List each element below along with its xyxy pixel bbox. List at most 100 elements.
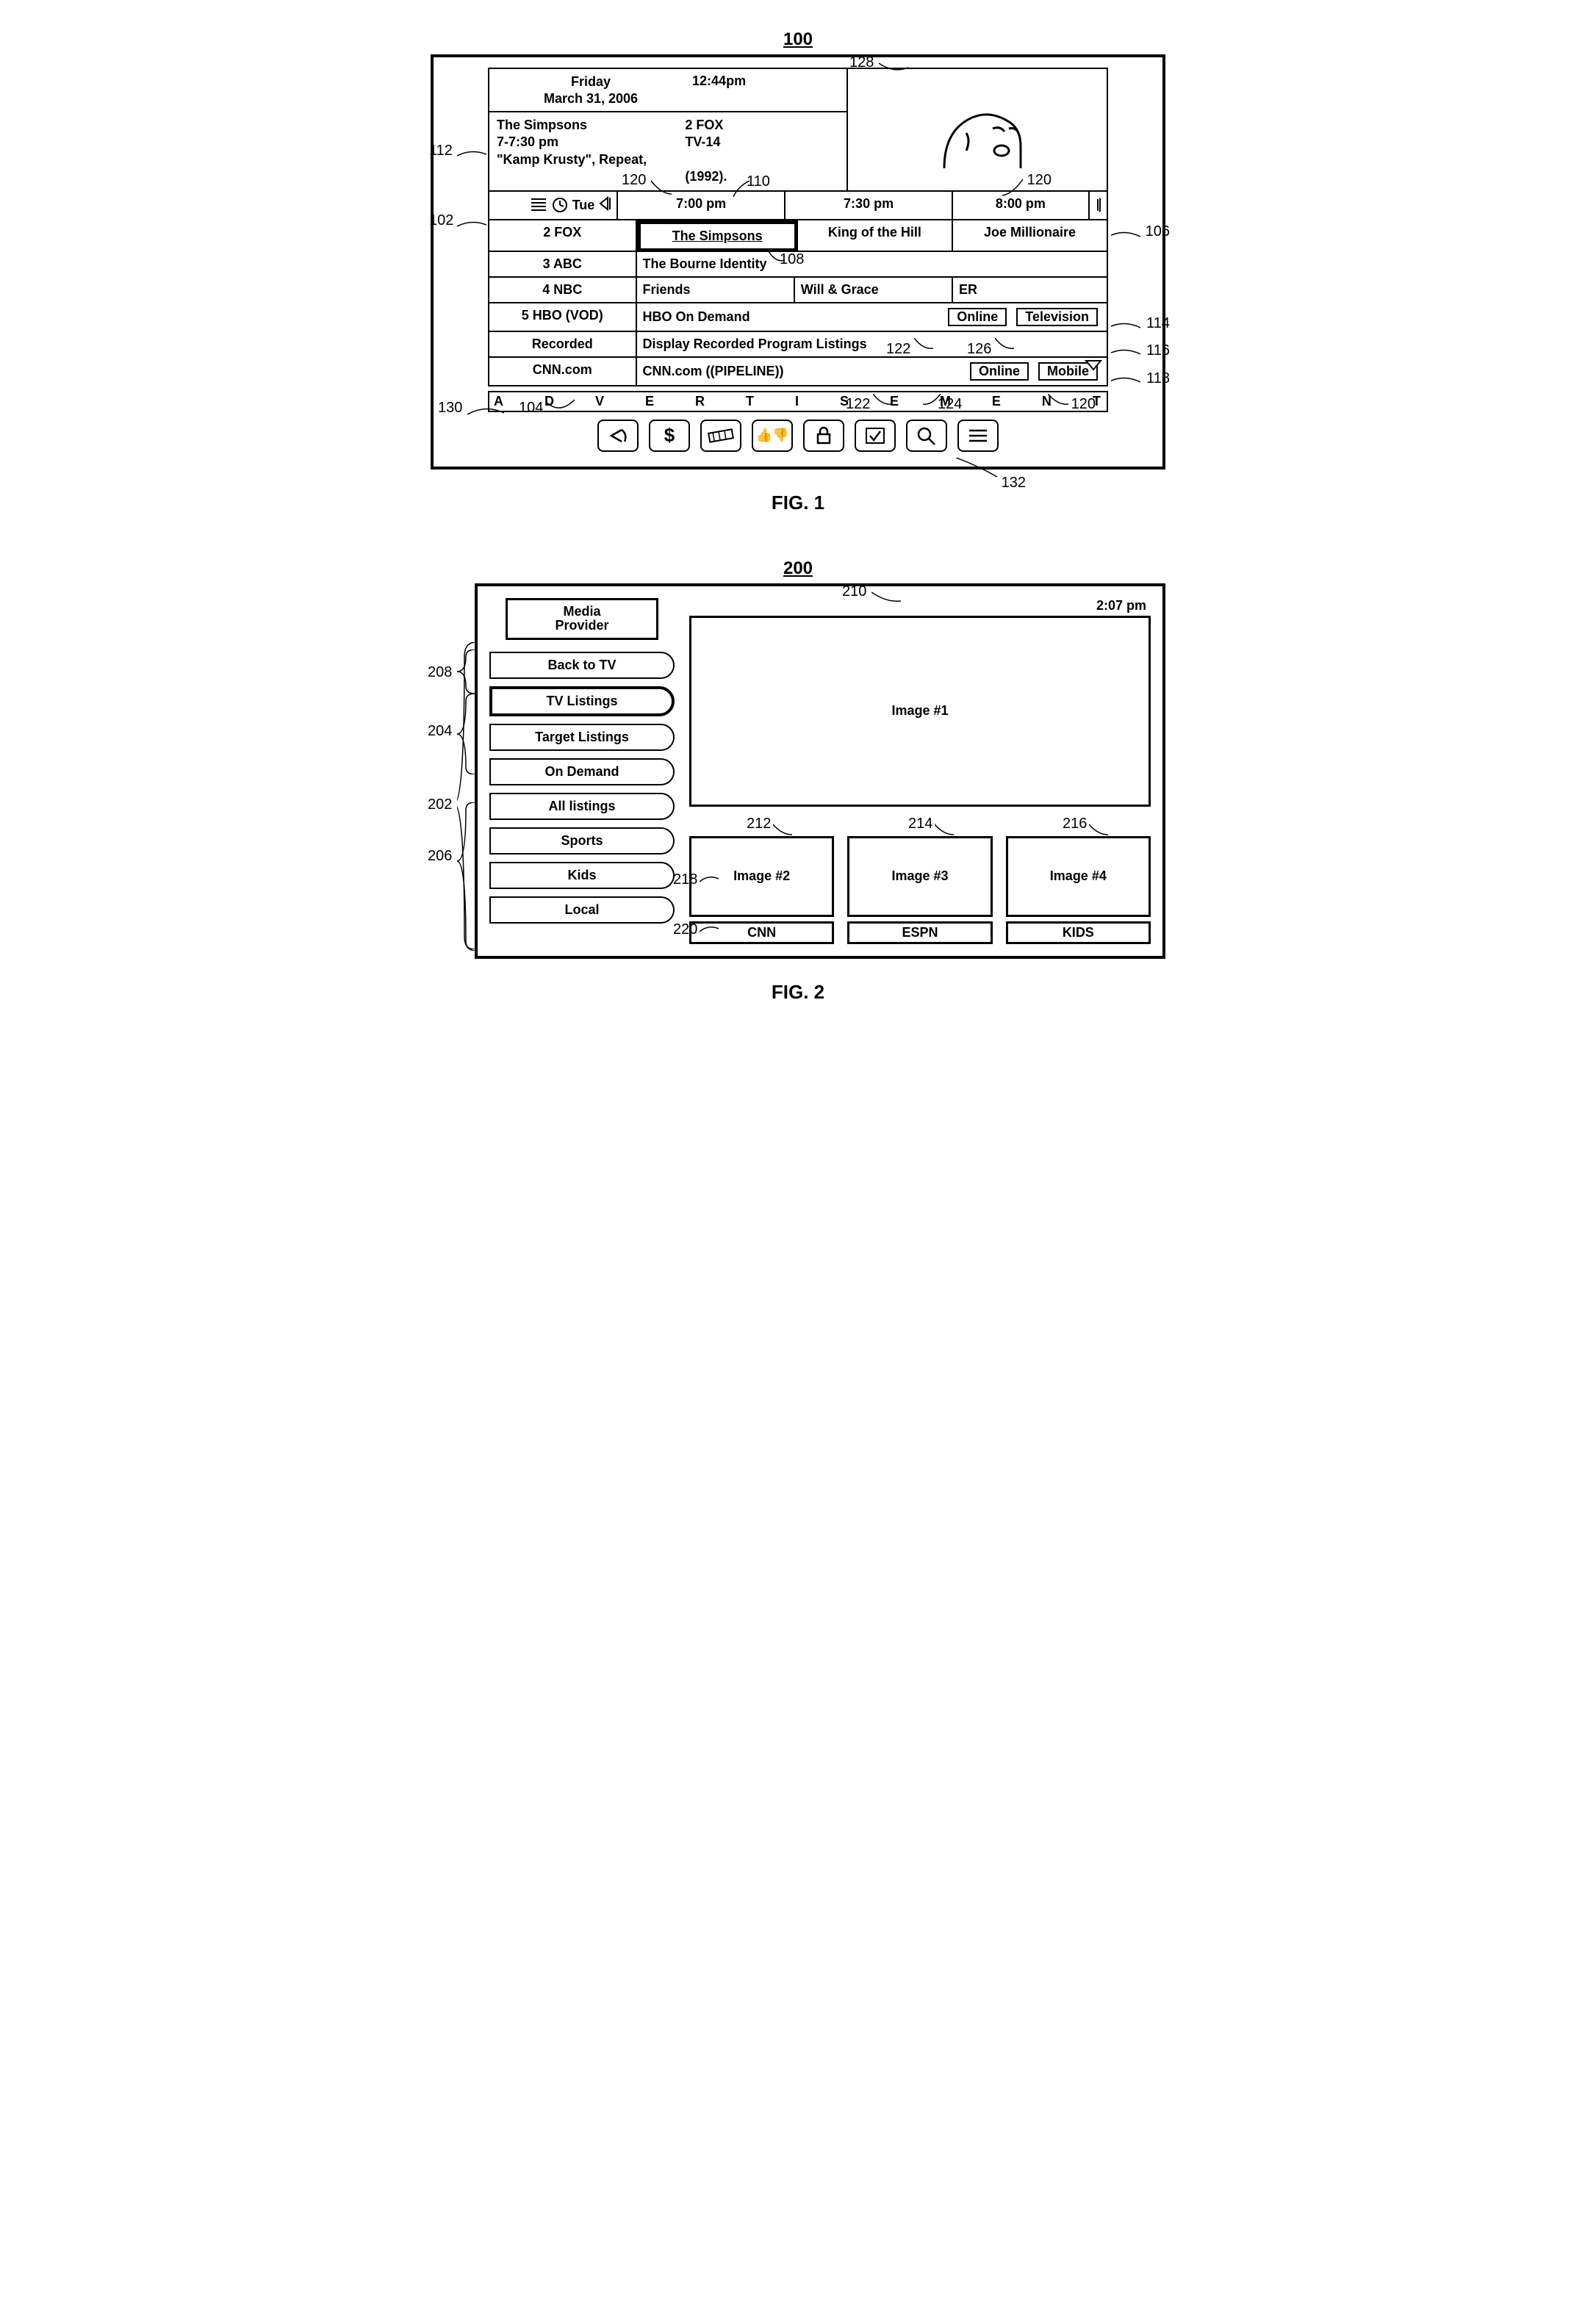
cell-willgrace[interactable]: Will & Grace <box>795 278 953 303</box>
cell-kingofhill[interactable]: King of the Hill <box>798 220 953 252</box>
cell-hbo-od[interactable]: HBO On Demand Online Television <box>637 303 1108 332</box>
thumbs-icon[interactable]: 👍👎 <box>752 420 793 452</box>
fig2-caption: FIG. 2 <box>44 981 1552 1004</box>
check-icon[interactable] <box>855 420 896 452</box>
fig1-infobox: Friday March 31, 2006 12:44pm The Simpso… <box>488 68 848 192</box>
channel-hbo[interactable]: 5 HBO (VOD) <box>488 303 637 332</box>
program-desc: "Kamp Krusty", Repeat, <box>497 151 681 168</box>
hbo-od-label: HBO On Demand <box>643 309 750 325</box>
grid-list-icon <box>530 197 547 213</box>
menu-column: Media Provider Back to TV TV Listings Ta… <box>489 598 675 944</box>
channel-4nbc[interactable]: 4 NBC <box>488 278 637 303</box>
callout-122a: 122 <box>886 341 910 358</box>
channel-3abc[interactable]: 3 ABC <box>488 252 637 278</box>
callout-204: 204 <box>428 723 452 740</box>
hbo-online-pill[interactable]: Online <box>948 308 1007 326</box>
fig2-wrap: Media Provider Back to TV TV Listings Ta… <box>431 583 1165 959</box>
search-icon[interactable] <box>906 420 947 452</box>
menu-target-listings[interactable]: Target Listings <box>489 724 675 751</box>
back-arrow-icon[interactable] <box>597 420 639 452</box>
clock2-label: 2:07 pm <box>1096 598 1146 614</box>
fig2-ref: 200 <box>44 558 1552 579</box>
program-channel: 2 FOX <box>685 117 727 134</box>
hero-image[interactable]: Image #1 <box>689 616 1151 807</box>
callout-120a: 120 <box>622 172 646 189</box>
right-column: 2:07 pm Image #1 Image #2 CNN Image #3 E… <box>689 598 1151 944</box>
callout-118: 118 <box>1146 370 1170 387</box>
channel-recorded[interactable]: Recorded <box>488 332 637 358</box>
program-time: 7-7:30 pm <box>497 134 681 151</box>
program-title: The Simpsons <box>497 117 681 134</box>
menu-on-demand[interactable]: On Demand <box>489 758 675 785</box>
media-provider-header: Media Provider <box>506 598 658 641</box>
nav-right-icon[interactable] <box>1090 190 1108 220</box>
cnn-online-pill[interactable]: Online <box>970 362 1029 381</box>
list-icon[interactable] <box>957 420 999 452</box>
cell-simpsons[interactable]: The Simpsons <box>637 220 798 252</box>
fig1-ref: 100 <box>44 29 1552 50</box>
callout-202: 202 <box>428 796 452 813</box>
nav-left-icon[interactable] <box>599 196 612 215</box>
callout-208: 208 <box>428 664 452 681</box>
cell-joemill[interactable]: Joe Millionaire <box>953 220 1108 252</box>
menu-back-to-tv[interactable]: Back to TV <box>489 652 675 679</box>
program-grid: Tue 7:00 pm 7:30 pm 8:00 pm 2 FOX The Si… <box>488 190 1108 386</box>
menu-kids[interactable]: Kids <box>489 862 675 889</box>
callout-128: 128 <box>849 54 874 71</box>
thumbs-row: Image #2 CNN Image #3 ESPN Image #4 KIDS <box>689 836 1151 944</box>
day-nav-cell[interactable]: Tue <box>488 190 618 220</box>
advertisement-bar[interactable]: ADVERTISEMENT <box>488 391 1108 412</box>
callout-206: 206 <box>428 848 452 865</box>
cell-friends[interactable]: Friends <box>637 278 795 303</box>
dollar-icon[interactable]: $ <box>649 420 690 452</box>
callout-120b: 120 <box>1027 172 1052 189</box>
cnn-pipeline-label: CNN.com ((PIPELINE)) <box>643 364 784 379</box>
timeslot-1: 7:00 pm <box>618 190 786 220</box>
video-preview <box>846 68 1108 192</box>
cell-recorded[interactable]: Display Recorded Program Listings <box>637 332 1108 358</box>
face-icon <box>922 89 1032 170</box>
callout-106: 106 <box>1146 223 1170 240</box>
callout-220: 220 <box>673 921 697 938</box>
thumb-label-espn[interactable]: ESPN <box>847 921 992 944</box>
callout-102: 102 <box>429 212 453 229</box>
cell-er[interactable]: ER <box>953 278 1108 303</box>
clock-icon <box>552 197 568 213</box>
fig1-wrap: Friday March 31, 2006 12:44pm The Simpso… <box>431 54 1165 469</box>
scroll-down-icon[interactable] <box>1085 359 1102 375</box>
callout-212: 212 <box>747 816 771 832</box>
clock-label: 12:44pm <box>685 73 746 107</box>
lock-icon[interactable] <box>803 420 844 452</box>
callout-210: 210 <box>842 583 866 600</box>
menu-tv-listings[interactable]: TV Listings <box>489 686 675 716</box>
callout-122b: 122 <box>846 396 870 413</box>
callout-130: 130 <box>438 400 462 417</box>
thumb-image-4[interactable]: Image #4 <box>1006 836 1151 917</box>
thumb-label-kids[interactable]: KIDS <box>1006 921 1151 944</box>
callout-218: 218 <box>673 871 697 888</box>
callout-114: 114 <box>1146 315 1170 332</box>
menu-sports[interactable]: Sports <box>489 827 675 854</box>
callout-132: 132 <box>1002 475 1026 492</box>
day-label: Friday <box>497 73 685 90</box>
hbo-tv-pill[interactable]: Television <box>1016 308 1098 326</box>
callout-112: 112 <box>429 143 453 159</box>
menu-all-listings[interactable]: All listings <box>489 793 675 820</box>
channel-2fox[interactable]: 2 FOX <box>488 220 637 252</box>
fig1-header: Friday March 31, 2006 12:44pm The Simpso… <box>488 68 1108 192</box>
brace-206 <box>457 802 479 949</box>
menu-local[interactable]: Local <box>489 896 675 924</box>
callout-120c: 120 <box>1071 396 1096 413</box>
cell-cnn-pipeline[interactable]: CNN.com ((PIPELINE)) Online Mobile <box>637 358 1108 386</box>
thumb-image-3[interactable]: Image #3 <box>847 836 992 917</box>
callout-126: 126 <box>967 341 991 358</box>
program-rating: TV-14 <box>685 134 727 151</box>
film-icon[interactable] <box>700 420 741 452</box>
cell-bourne[interactable]: The Bourne Identity <box>637 252 1108 278</box>
date-label: March 31, 2006 <box>497 90 685 107</box>
channel-cnn[interactable]: CNN.com <box>488 358 637 386</box>
day-selector: Tue <box>572 198 595 213</box>
timeslot-2: 7:30 pm <box>786 190 953 220</box>
fig1-caption: FIG. 1 <box>44 492 1552 514</box>
fig2-frame: Media Provider Back to TV TV Listings Ta… <box>475 583 1165 959</box>
